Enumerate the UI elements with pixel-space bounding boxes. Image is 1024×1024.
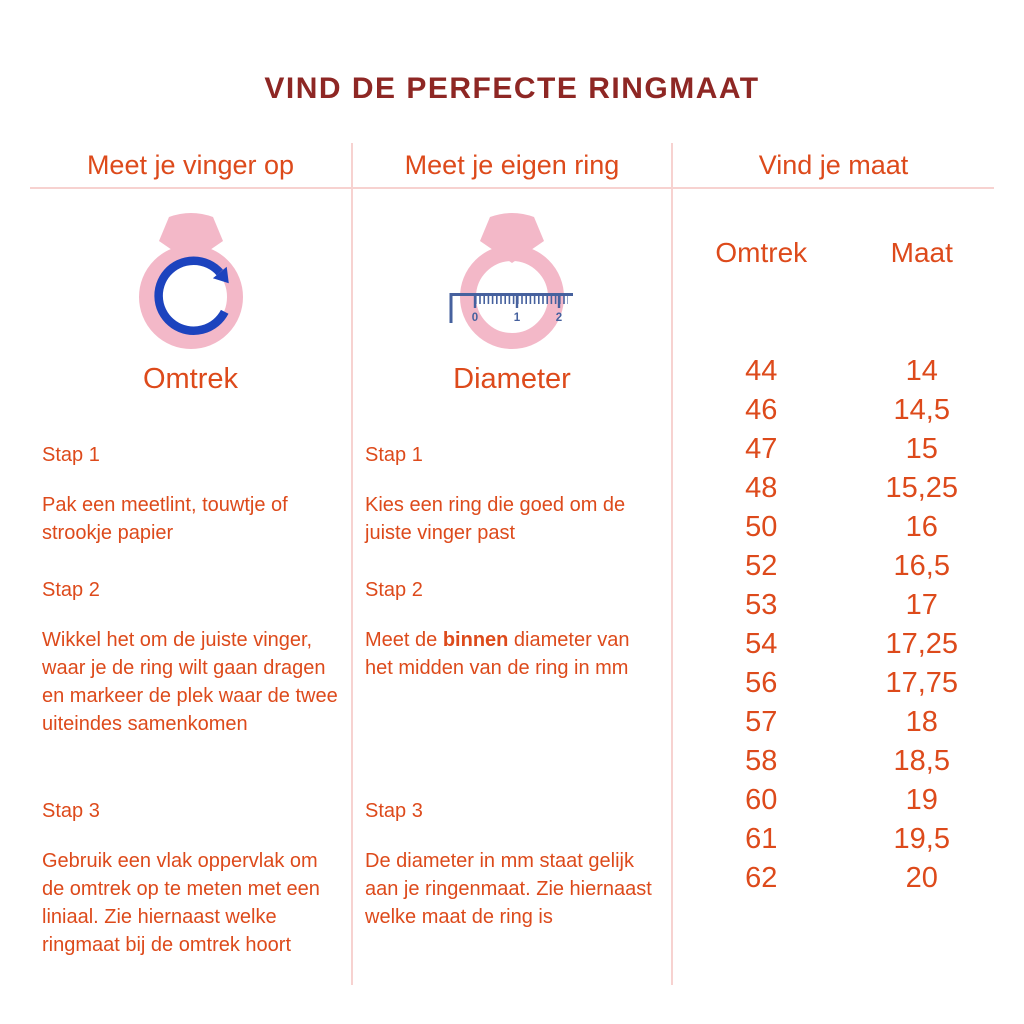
size-maat-value: 15 [905,433,938,465]
size-maat-value: 17 [905,589,938,621]
size-maat-value: 16 [905,511,938,543]
page-title: VIND DE PERFECTE RINGMAAT [264,72,760,105]
ruler-mark-2: 2 [556,312,562,324]
size-row: 56 17,75 [673,664,994,703]
size-omtrek-value: 46 [745,394,778,426]
size-row: 47 15 [673,430,994,469]
method-label-diameter: Diameter [453,363,571,395]
size-row: 60 19 [673,781,994,820]
ring-rotation-icon [42,209,339,349]
ring-step-1: Stap 1 Kies een ring die goed om de juis… [365,441,659,576]
ruler-mark-0: 0 [472,312,478,324]
size-omtrek-value: 48 [745,472,778,504]
size-row: 58 18,5 [673,742,994,781]
column-measure-ring: Meet je eigen ring [351,143,673,985]
size-maat-value: 14 [905,355,938,387]
size-row: 52 16,5 [673,547,994,586]
size-maat-value: 17,25 [885,628,959,660]
size-omtrek-value: 54 [745,628,778,660]
ruler-mark-1: 1 [514,312,521,324]
step-label: Stap 3 [42,800,100,822]
size-row: 50 16 [673,508,994,547]
step-text: Gebruik een vlak oppervlak om de omtrek … [42,850,320,956]
column-find-size: Vind je maat Omtrek Maat 44 14 46 14,5 47 15 4… [673,143,994,985]
size-omtrek-value: 52 [745,550,778,582]
finger-step-2: Stap 2 Wikkel het om de juiste vinger, w… [42,576,339,797]
column-header-sizes: Vind je maat [673,143,994,189]
size-row: 48 15,25 [673,469,994,508]
size-maat-value: 14,5 [893,394,950,426]
size-table-body: 44 14 46 14,5 47 15 48 15,25 50 16 52 16,5 53 17 54 17,… [673,352,994,898]
method-label-omtrek: Omtrek [142,363,239,395]
size-row: 61 19,5 [673,820,994,859]
size-maat-value: 18,5 [893,745,950,777]
size-maat-value: 15,25 [885,472,959,504]
step-text: Meet de binnen diameter van het midden v… [365,629,630,679]
size-maat-value: 19,5 [893,823,950,855]
step-text: Pak een meetlint, touwtje of strookje pa… [42,494,288,544]
size-omtrek-value: 50 [745,511,778,543]
size-omtrek-value: 60 [745,784,778,816]
size-omtrek-value: 62 [745,862,778,894]
step-label: Stap 1 [42,444,100,466]
step-text: Wikkel het om de juiste vinger, waar je … [42,629,338,735]
size-omtrek-value: 44 [745,355,778,387]
step-text: De diameter in mm staat gelijk aan je ri… [365,850,652,928]
size-row: 46 14,5 [673,391,994,430]
size-row: 62 20 [673,859,994,898]
finger-step-1: Stap 1 Pak een meetlint, touwtje of stro… [42,441,339,576]
size-omtrek-value: 57 [745,706,778,738]
size-header-omtrek: Omtrek [715,237,808,268]
ring-ruler-icon: 0 1 2 [365,209,659,349]
step-label: Stap 2 [42,579,100,601]
step-label: Stap 2 [365,579,423,601]
size-table-headers: Omtrek Maat [673,235,994,271]
size-maat-value: 19 [905,784,938,816]
ring-step-2: Stap 2 Meet de binnen diameter van het m… [365,576,659,797]
size-row: 57 18 [673,703,994,742]
ring-step-3: Stap 3 De diameter in mm staat gelijk aa… [365,797,659,931]
step-label: Stap 1 [365,444,423,466]
column-header-ring: Meet je eigen ring [353,143,671,189]
column-header-finger: Meet je vinger op [30,143,351,189]
size-omtrek-value: 61 [745,823,778,855]
step-text: Kies een ring die goed om de juiste ving… [365,494,626,544]
finger-step-3: Stap 3 Gebruik een vlak oppervlak om de … [42,797,339,959]
size-row: 54 17,25 [673,625,994,664]
size-maat-value: 18 [905,706,938,738]
column-measure-finger: Meet je vinger op Omtrek Stap 1 Pak een … [30,143,351,985]
size-omtrek-value: 47 [745,433,778,465]
size-row: 44 14 [673,352,994,391]
bold-binnen: binnen [442,629,509,651]
guide-columns: Meet je vinger op Omtrek Stap 1 Pak een … [30,143,994,985]
size-omtrek-value: 58 [745,745,778,777]
size-maat-value: 17,75 [885,667,959,699]
size-omtrek-value: 56 [745,667,778,699]
size-omtrek-value: 53 [745,589,778,621]
size-header-maat: Maat [890,237,953,268]
size-maat-value: 20 [905,862,938,894]
size-maat-value: 16,5 [893,550,950,582]
step-label: Stap 3 [365,800,423,822]
size-row: 53 17 [673,586,994,625]
